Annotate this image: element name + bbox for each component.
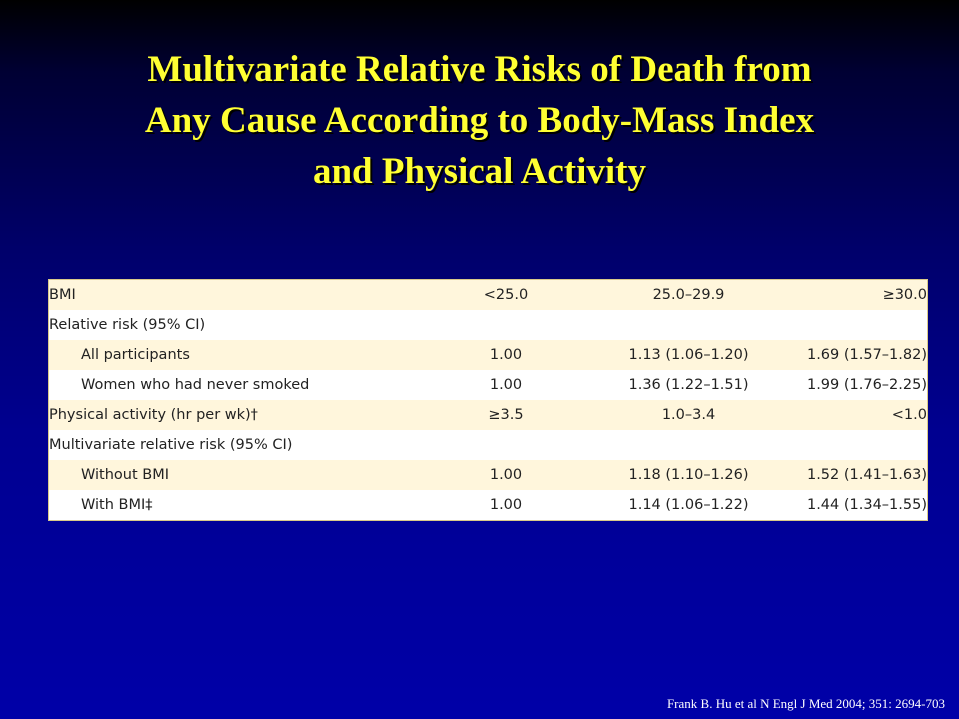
cell-col1: 1.00 bbox=[489, 497, 523, 513]
cell-col1: 1.00 bbox=[489, 467, 523, 483]
data-table: BMI <25.0 25.0–29.9 ≥30.0 Relative risk … bbox=[49, 280, 927, 520]
cell-col3: <1.0 bbox=[891, 407, 927, 423]
cell-col3 bbox=[801, 430, 927, 460]
cell-col2: 1.36 (1.22–1.51) bbox=[628, 377, 749, 393]
citation-text: Frank B. Hu et al N Engl J Med 2004; 351… bbox=[666, 696, 945, 711]
cell-col2: 1.13 (1.06–1.20) bbox=[628, 347, 749, 363]
cell-col3: 1.99 (1.76–2.25) bbox=[806, 377, 927, 393]
cell-col2: 1.0–3.4 bbox=[661, 407, 716, 423]
cell-col3: 1.69 (1.57–1.82) bbox=[806, 347, 927, 363]
cell-col3: ≥30.0 bbox=[882, 287, 927, 303]
cell-col3: 1.44 (1.34–1.55) bbox=[806, 497, 927, 513]
table-header-row-bmi: BMI <25.0 25.0–29.9 ≥30.0 bbox=[49, 280, 927, 310]
cell-col1: 1.00 bbox=[489, 377, 523, 393]
row-label: Women who had never smoked bbox=[81, 377, 310, 393]
slide-title-line: Any Cause According to Body-Mass Index bbox=[144, 100, 815, 141]
table-section-row: Multivariate relative risk (95% CI) bbox=[49, 430, 927, 460]
cell-col3 bbox=[801, 310, 927, 340]
cell-col2 bbox=[576, 310, 801, 340]
row-label: Multivariate relative risk (95% CI) bbox=[49, 437, 293, 453]
data-table-frame: BMI <25.0 25.0–29.9 ≥30.0 Relative risk … bbox=[48, 279, 928, 521]
table-header-row-activity: Physical activity (hr per wk)† ≥3.5 1.0–… bbox=[49, 400, 927, 430]
cell-col2: 1.14 (1.06–1.22) bbox=[628, 497, 749, 513]
cell-col1 bbox=[436, 310, 576, 340]
cell-col3: 1.52 (1.41–1.63) bbox=[806, 467, 927, 483]
table-row: With BMI‡ 1.00 1.14 (1.06–1.22) 1.44 (1.… bbox=[49, 490, 927, 520]
cell-col1 bbox=[436, 430, 576, 460]
slide-title: Multivariate Relative Risks of Death fro… bbox=[40, 44, 919, 197]
row-label: BMI bbox=[49, 287, 76, 303]
slide-title-line: Multivariate Relative Risks of Death fro… bbox=[147, 49, 812, 90]
row-label: Without BMI bbox=[81, 467, 170, 483]
table-section-row: Relative risk (95% CI) bbox=[49, 310, 927, 340]
row-label: Physical activity (hr per wk)† bbox=[49, 407, 258, 423]
table-row: All participants 1.00 1.13 (1.06–1.20) 1… bbox=[49, 340, 927, 370]
table-row: Without BMI 1.00 1.18 (1.10–1.26) 1.52 (… bbox=[49, 460, 927, 490]
cell-col2: 1.18 (1.10–1.26) bbox=[628, 467, 749, 483]
slide-title-line: and Physical Activity bbox=[312, 151, 647, 192]
cell-col1: ≥3.5 bbox=[488, 407, 524, 423]
cell-col1: 1.00 bbox=[489, 347, 523, 363]
row-label: Relative risk (95% CI) bbox=[49, 317, 206, 333]
row-label: With BMI‡ bbox=[81, 497, 153, 513]
row-label: All participants bbox=[81, 347, 190, 363]
cell-col2 bbox=[576, 430, 801, 460]
cell-col1: <25.0 bbox=[483, 287, 529, 303]
cell-col2: 25.0–29.9 bbox=[652, 287, 725, 303]
table-row: Women who had never smoked 1.00 1.36 (1.… bbox=[49, 370, 927, 400]
